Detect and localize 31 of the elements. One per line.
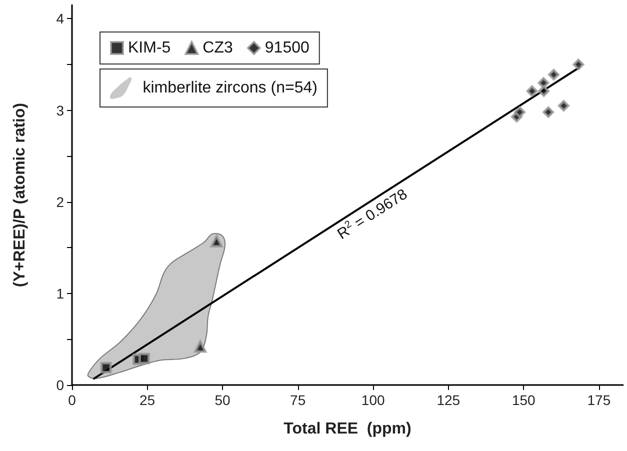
x-tick-label: 150	[512, 392, 536, 408]
x-tick-label: 75	[290, 392, 306, 408]
point	[538, 77, 550, 89]
x-tick-label: 25	[139, 392, 156, 408]
point	[100, 362, 112, 374]
x-tick-label: 175	[587, 392, 611, 408]
legend-label: kimberlite zircons (n=54)	[142, 80, 318, 96]
legend-label: 91500	[264, 40, 310, 56]
point	[548, 68, 560, 80]
x-tick-label: 50	[214, 392, 231, 408]
point	[138, 352, 150, 364]
y-tick-label: 0	[56, 377, 64, 393]
legend-label: KIM-5	[128, 40, 171, 56]
x-axis-title: Total REE (ppm)	[284, 420, 412, 438]
legend-label: CZ3	[202, 40, 233, 56]
x-tick-label: 100	[361, 392, 385, 408]
point	[526, 85, 538, 97]
y-tick-label: 3	[56, 102, 64, 118]
y-tick-label: 4	[56, 10, 64, 27]
point	[538, 85, 550, 97]
point	[542, 106, 554, 118]
y-axis-title: (Y+REE)/P (atomic ratio)	[12, 102, 28, 288]
point	[514, 106, 526, 118]
y-tick-label: 2	[56, 194, 64, 210]
point	[210, 234, 223, 248]
y-tick-label: 1	[56, 285, 64, 302]
point	[558, 100, 570, 112]
point	[572, 58, 584, 70]
x-tick-label: 0	[68, 392, 76, 408]
x-tick-label: 125	[436, 392, 460, 408]
point	[194, 340, 207, 353]
